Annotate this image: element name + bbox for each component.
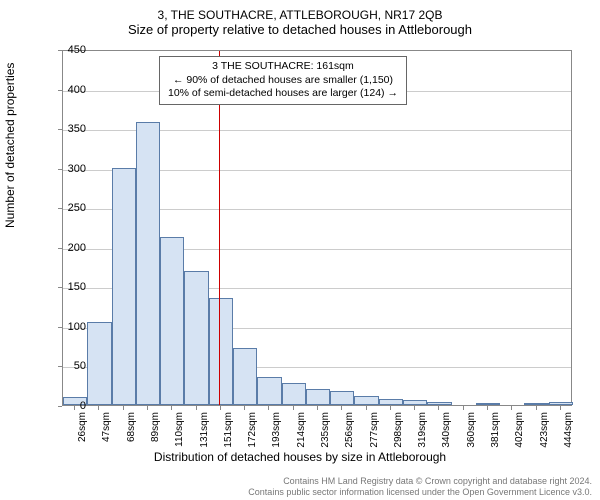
footer: Contains HM Land Registry data © Crown c… [248,476,592,498]
y-axis-label: Number of detached properties [3,63,17,228]
x-tick-label: 298sqm [393,412,404,448]
y-tick-label: 300 [50,163,86,175]
x-tick-mark [390,406,391,410]
x-tick-mark [196,406,197,410]
histogram-bar [209,298,233,405]
histogram-bar [136,122,160,405]
x-tick-mark [487,406,488,410]
x-tick-label: 131sqm [199,412,210,448]
histogram-bar [330,391,354,405]
y-tick-mark [58,287,62,288]
footer-line1: Contains HM Land Registry data © Crown c… [248,476,592,487]
chart-title-line1: 3, THE SOUTHACRE, ATTLEBOROUGH, NR17 2QB [0,8,600,22]
x-axis-label: Distribution of detached houses by size … [154,450,446,464]
histogram-bar [87,322,111,405]
histogram-bar [354,396,378,405]
y-tick-label: 400 [50,84,86,96]
y-tick-label: 100 [50,321,86,333]
histogram-bar [524,403,548,405]
x-tick-mark [463,406,464,410]
x-tick-label: 110sqm [174,412,185,447]
x-tick-label: 68sqm [126,412,137,442]
x-tick-mark [341,406,342,410]
x-tick-label: 319sqm [417,412,428,448]
info-box-line1: 3 THE SOUTHACRE: 161sqm [168,60,398,74]
x-tick-label: 193sqm [271,412,282,448]
x-tick-label: 151sqm [223,412,234,448]
histogram-bar [112,168,136,405]
histogram-bar [379,399,403,405]
histogram-bar [306,389,330,405]
x-tick-label: 360sqm [466,412,477,448]
y-tick-label: 0 [50,400,86,412]
y-tick-label: 250 [50,202,86,214]
histogram-bar [233,348,257,405]
x-tick-mark [414,406,415,410]
y-tick-mark [58,248,62,249]
x-tick-label: 214sqm [296,412,307,448]
chart-title-line2: Size of property relative to detached ho… [0,22,600,37]
histogram-bar [282,383,306,405]
y-tick-label: 50 [50,360,86,372]
x-tick-mark [560,406,561,410]
histogram-bar [184,271,208,405]
x-tick-label: 340sqm [441,412,452,448]
histogram-bar [257,377,281,405]
x-tick-label: 381sqm [490,412,501,448]
y-tick-mark [58,327,62,328]
x-tick-mark [98,406,99,410]
y-tick-mark [58,406,62,407]
y-tick-mark [58,169,62,170]
info-box-line3: 10% of semi-detached houses are larger (… [168,87,398,101]
info-box-line2: ← 90% of detached houses are smaller (1,… [168,74,398,88]
x-tick-mark [147,406,148,410]
y-tick-mark [58,90,62,91]
x-tick-mark [366,406,367,410]
y-tick-label: 350 [50,123,86,135]
histogram-bar [476,403,500,405]
y-tick-mark [58,129,62,130]
x-tick-label: 402sqm [514,412,525,448]
x-tick-label: 47sqm [101,412,112,442]
x-tick-mark [293,406,294,410]
histogram-bar [427,402,451,405]
x-tick-mark [123,406,124,410]
x-tick-mark [244,406,245,410]
x-tick-label: 423sqm [539,412,550,448]
chart-container: 3, THE SOUTHACRE, ATTLEBOROUGH, NR17 2QB… [0,8,600,468]
x-tick-label: 89sqm [150,412,161,442]
x-tick-label: 235sqm [320,412,331,448]
x-tick-label: 256sqm [344,412,355,448]
x-tick-mark [438,406,439,410]
histogram-bar [549,402,573,405]
plot-area: 3 THE SOUTHACRE: 161sqm ← 90% of detache… [62,50,572,406]
x-tick-mark [268,406,269,410]
x-tick-mark [220,406,221,410]
y-tick-mark [58,366,62,367]
y-tick-label: 200 [50,242,86,254]
x-tick-label: 26sqm [77,412,88,442]
x-tick-label: 444sqm [563,412,574,448]
x-tick-label: 277sqm [369,412,380,448]
x-tick-mark [171,406,172,410]
x-tick-label: 172sqm [247,412,258,448]
y-tick-mark [58,208,62,209]
info-box: 3 THE SOUTHACRE: 161sqm ← 90% of detache… [159,56,407,105]
x-tick-mark [511,406,512,410]
y-tick-label: 150 [50,281,86,293]
y-tick-label: 450 [50,44,86,56]
histogram-bar [403,400,427,405]
x-tick-mark [74,406,75,410]
x-tick-mark [317,406,318,410]
y-tick-mark [58,50,62,51]
histogram-bar [160,237,184,405]
footer-line2: Contains public sector information licen… [248,487,592,498]
x-tick-mark [536,406,537,410]
